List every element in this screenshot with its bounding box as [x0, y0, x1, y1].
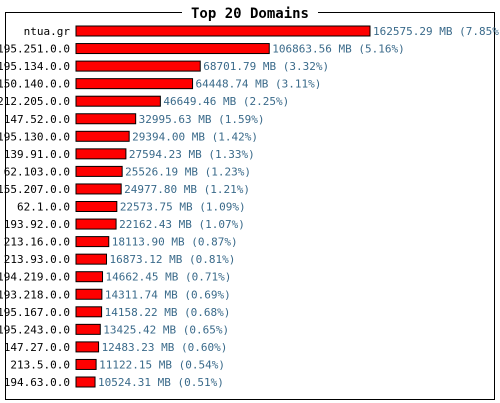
bar	[75, 306, 103, 318]
value-label: 32995.63 MB (1.59%)	[139, 113, 265, 126]
value-label: 22162.43 MB (1.07%)	[119, 218, 245, 231]
value-label: 25526.19 MB (1.23%)	[125, 165, 251, 178]
category-label: 139.91.0.0	[4, 148, 70, 161]
category-label: 194.63.0.0	[4, 376, 70, 389]
bar	[75, 113, 137, 125]
bar	[75, 288, 103, 300]
value-label: 64448.74 MB (3.11%)	[196, 78, 322, 91]
value-label: 13425.42 MB (0.65%)	[103, 323, 229, 336]
category-label: 62.103.0.0	[4, 165, 70, 178]
bar	[75, 165, 123, 177]
bar	[75, 148, 127, 160]
category-label: 155.207.0.0	[0, 183, 70, 196]
bar	[75, 43, 270, 55]
bar	[75, 376, 96, 388]
bar	[75, 25, 371, 37]
bar	[75, 271, 104, 283]
value-label: 12483.23 MB (0.60%)	[102, 341, 228, 354]
value-label: 68701.79 MB (3.32%)	[203, 60, 329, 73]
value-label: 22573.75 MB (1.09%)	[120, 201, 246, 214]
category-label: ntua.gr	[24, 25, 71, 38]
value-label: 14662.45 MB (0.71%)	[106, 271, 232, 284]
value-label: 46649.46 MB (2.25%)	[163, 95, 289, 108]
bar	[75, 358, 97, 370]
category-label: 195.167.0.0	[0, 306, 70, 319]
value-label: 106863.56 MB (5.16%)	[272, 43, 404, 56]
value-label: 18113.90 MB (0.87%)	[112, 236, 238, 249]
bar	[75, 183, 122, 195]
category-label: 62.1.0.0	[17, 201, 70, 214]
category-label: 195.251.0.0	[0, 43, 70, 56]
value-label: 10524.31 MB (0.51%)	[98, 376, 224, 389]
category-label: 147.27.0.0	[4, 341, 70, 354]
bar	[75, 323, 101, 335]
chart-title: Top 20 Domains	[191, 6, 309, 22]
category-label: 195.130.0.0	[0, 130, 70, 143]
value-label: 27594.23 MB (1.33%)	[129, 148, 255, 161]
bar	[75, 341, 100, 353]
value-label: 14158.22 MB (0.68%)	[105, 306, 231, 319]
category-label: 147.52.0.0	[4, 113, 70, 126]
category-label: 195.134.0.0	[0, 60, 70, 73]
category-label: 150.140.0.0	[0, 78, 70, 91]
value-label: 16873.12 MB (0.81%)	[110, 253, 236, 266]
bar	[75, 201, 118, 212]
bar	[75, 236, 110, 248]
value-label: 29394.00 MB (1.42%)	[132, 130, 258, 143]
value-label: 14311.74 MB (0.69%)	[105, 288, 231, 301]
bar-group	[75, 25, 371, 388]
value-labels: 162575.29 MB (7.85%) 106863.56 MB (5.16%)…	[98, 25, 500, 389]
category-label: 213.16.0.0	[4, 236, 70, 249]
category-labels: ntua.gr 195.251.0.0 195.134.0.0 150.140.0.0…	[0, 25, 70, 389]
category-label: 213.93.0.0	[4, 253, 70, 266]
bar	[75, 95, 161, 107]
bar	[75, 130, 130, 142]
bar	[75, 218, 117, 230]
category-label: 193.92.0.0	[4, 218, 70, 231]
category-label: 193.218.0.0	[0, 288, 70, 301]
value-label: 11122.15 MB (0.54%)	[99, 358, 225, 371]
value-label: 162575.29 MB (7.85%)	[373, 25, 500, 38]
category-label: 194.219.0.0	[0, 271, 70, 284]
category-label: 212.205.0.0	[0, 95, 70, 108]
bar	[75, 60, 201, 72]
bar	[75, 253, 108, 265]
category-label: 195.243.0.0	[0, 323, 70, 336]
category-label: 213.5.0.0	[10, 358, 70, 371]
bar	[75, 78, 194, 90]
chart-title-background	[182, 5, 318, 22]
value-label: 24977.80 MB (1.21%)	[124, 183, 250, 196]
